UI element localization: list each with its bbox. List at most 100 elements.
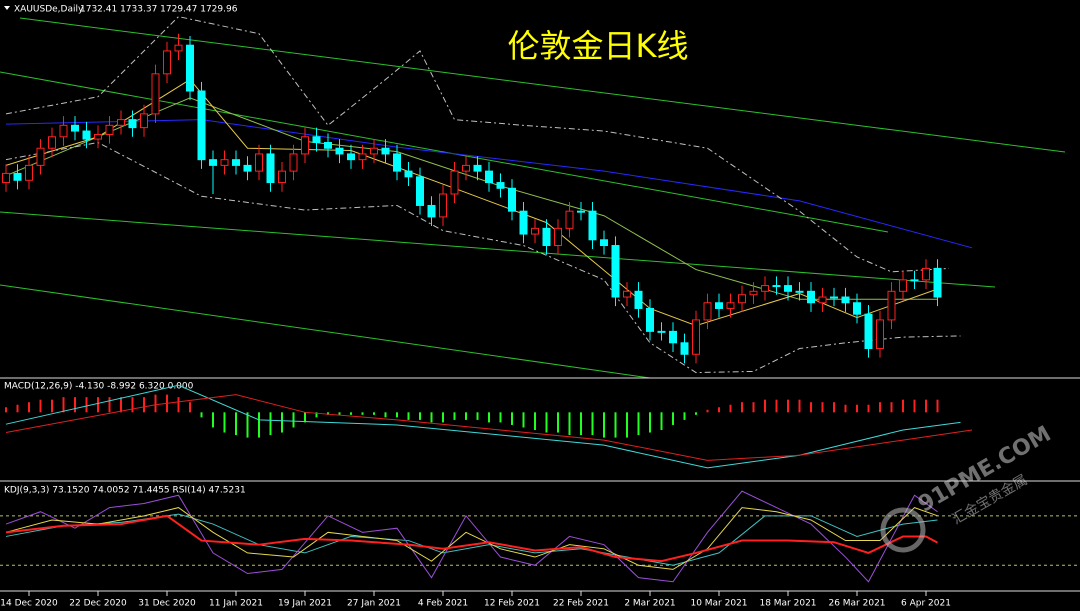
candle-body [485,170,493,184]
candle-body [163,50,171,75]
candle-body [692,319,700,355]
macd-bar [350,412,352,415]
macd-bar [292,412,295,428]
candle-body [151,73,160,115]
quote: 1732.41 1733.37 1729.47 1729.96 [80,5,238,15]
macd-bar [729,404,732,413]
macd-bar [603,412,605,438]
candle-body [611,245,620,298]
candle-body [899,279,907,292]
macd-bar [856,404,858,413]
candle-body [82,130,91,140]
macd-bar [626,412,628,438]
candle-body [117,119,125,126]
indicator-line [5,394,973,461]
candle-body [427,204,436,218]
candle-body [657,330,666,333]
macd-bar [419,412,421,420]
candle-body [13,172,22,181]
macd-bar [327,412,329,415]
macd-bar [787,399,789,413]
candle-body [922,267,930,281]
candle-body [887,290,896,321]
candle-body [634,290,643,309]
macd-bar [85,397,88,413]
x-tick-label: 12 Feb 2021 [484,599,540,609]
macd-bar [936,399,939,413]
macd-bar [718,407,720,413]
macd-bar [810,402,812,413]
macd-bar [16,404,19,413]
macd-bar [189,402,191,413]
x-tick-label: 10 Mar 2021 [690,599,747,609]
macd-bar [315,412,318,418]
candle-body [841,296,850,304]
macd-bar [235,412,237,436]
candle-body [680,342,689,355]
candle-body [864,313,873,350]
candle-body [220,159,229,166]
macd-bar [39,399,42,413]
macd-bar [637,412,640,436]
candle-body [772,285,781,288]
menu-icon[interactable] [4,6,10,10]
candle-body [94,133,102,140]
macd-bar [660,412,663,430]
x-tick-label: 31 Dec 2020 [138,599,196,609]
candle-body [36,147,45,166]
macd-bar [258,412,260,438]
trend-line [19,17,1066,153]
candle-body [209,159,217,166]
candle-body [381,147,390,155]
macd-bar [499,412,502,423]
candle-body [324,141,332,149]
macd-bar [568,412,571,436]
candle-body [600,239,608,247]
candle-body [278,170,286,184]
macd-bar [798,399,801,413]
candle-body [462,164,470,172]
macd-bar [97,397,99,413]
macd-bar [154,394,157,413]
candle-body [2,172,10,184]
candle-body [335,147,344,155]
macd-bar [591,412,594,436]
macd-bar [28,402,30,413]
candle-body [473,164,482,172]
macd-bar [844,404,847,413]
x-tick-label: 2 Mar 2021 [624,599,675,609]
macd-bar [212,412,214,428]
candle-body [726,302,735,309]
candle-body [174,44,183,52]
candle-body [450,170,459,195]
macd-bar [430,412,433,423]
macd-bar [223,412,226,433]
x-tick-label: 26 Mar 2021 [828,599,885,609]
candle-body [59,124,68,138]
candle-body [71,124,79,132]
macd-bar [108,397,111,413]
macd-bar [200,412,203,418]
macd-bar [361,412,364,415]
macd-bar [649,412,651,433]
candle-body [508,187,516,212]
macd-bar [396,412,398,418]
candle-body [876,319,884,350]
candle-body [542,227,551,247]
macd-bar [879,402,881,413]
macd-bar [269,412,272,436]
macd-bar [614,412,617,438]
macd-bar [5,407,7,413]
x-tick-label: 18 Mar 2021 [759,599,816,609]
macd-bar [465,412,467,420]
macd-bar [131,397,134,413]
candle-body [404,170,413,178]
candle-body [439,193,447,218]
candle-body [289,153,298,172]
indicator-line [5,141,961,374]
macd-bar [867,404,870,413]
macd-bar [442,412,444,423]
watermark-logo [880,507,926,553]
